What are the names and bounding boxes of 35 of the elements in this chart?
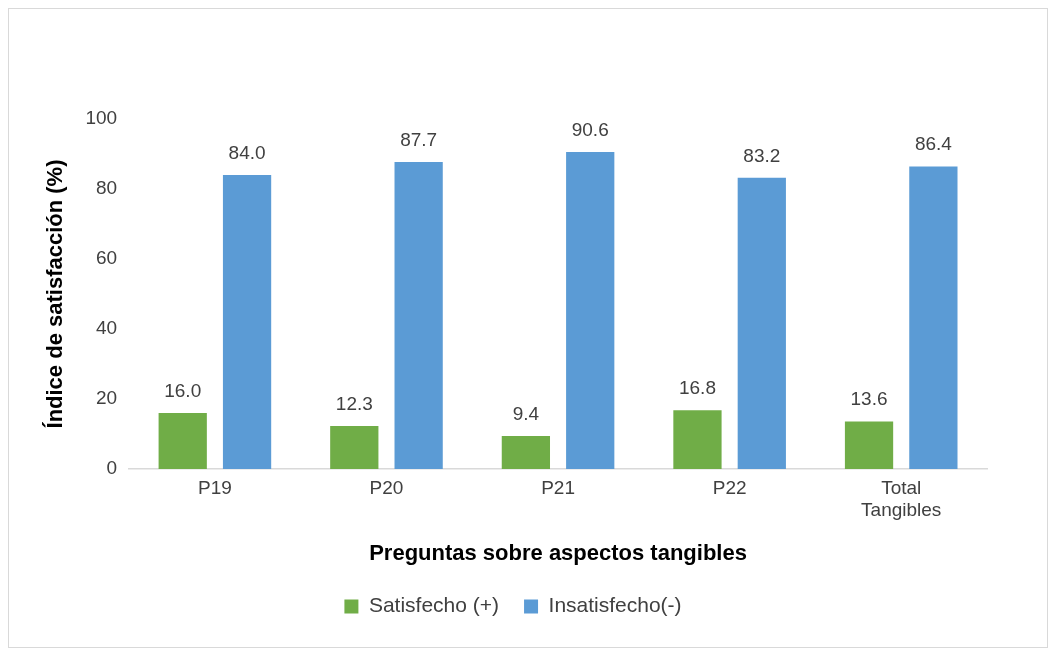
data-label: 83.2 xyxy=(743,144,781,166)
bar xyxy=(394,162,443,469)
y-tick-label: 0 xyxy=(106,457,118,479)
x-tick-label: P20 xyxy=(369,476,404,498)
bar xyxy=(737,177,786,469)
data-label: 86.4 xyxy=(914,133,953,155)
legend-label: Insatisfecho(-) xyxy=(548,593,682,617)
bar xyxy=(909,166,958,469)
y-tick-label: 100 xyxy=(85,107,118,129)
legend-label: Satisfecho (+) xyxy=(368,593,500,617)
bar xyxy=(566,151,615,469)
data-label: 12.3 xyxy=(335,392,373,414)
x-tick-label: P19 xyxy=(197,476,232,498)
bar xyxy=(673,410,722,469)
y-tick-label: 80 xyxy=(95,177,118,199)
y-tick-label: 20 xyxy=(95,387,118,409)
bar xyxy=(844,421,894,469)
bar xyxy=(222,175,272,469)
data-label: 9.4 xyxy=(512,402,540,424)
bar xyxy=(501,436,551,469)
x-tick-label: Total Tangibles xyxy=(861,476,942,521)
data-label: 16.0 xyxy=(164,379,202,401)
data-label: 87.7 xyxy=(400,128,438,150)
y-tick-label: 40 xyxy=(95,317,118,339)
x-axis-title: Preguntas sobre aspectos tangibles xyxy=(369,539,747,565)
data-label: 16.8 xyxy=(678,376,716,398)
x-tick-label: P22 xyxy=(712,476,747,498)
x-tick-label: P21 xyxy=(541,476,575,498)
y-tick-label: 60 xyxy=(95,247,118,269)
bar xyxy=(330,425,379,469)
y-axis-title: Índice de satisfacción (%) xyxy=(42,159,68,429)
bar xyxy=(158,413,207,469)
data-label: 84.0 xyxy=(228,141,266,163)
data-label: 90.6 xyxy=(571,118,609,140)
data-label: 13.6 xyxy=(850,388,888,410)
